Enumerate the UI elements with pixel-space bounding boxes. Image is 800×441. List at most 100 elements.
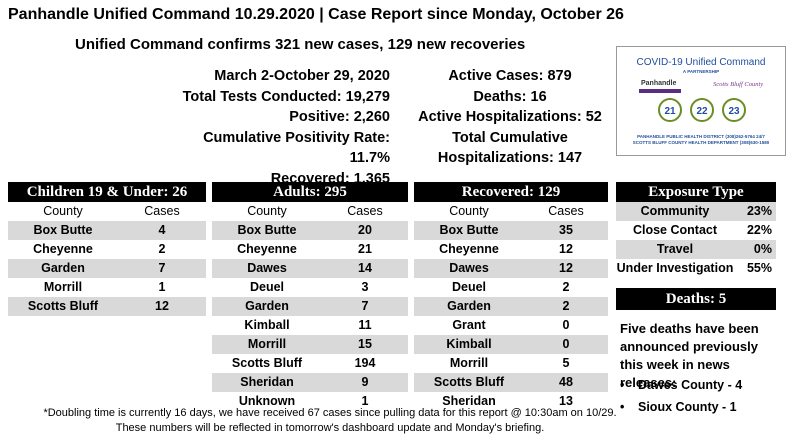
col-county: County	[449, 204, 489, 218]
exposure-type-cell: Close Contact	[632, 223, 718, 237]
cases-cell: 12	[559, 261, 573, 275]
county-cell: Box Butte	[439, 223, 499, 237]
county-cell: Kimball	[244, 318, 290, 332]
table-row: Sheridan 13	[414, 392, 608, 411]
cases-cell: 2	[158, 242, 166, 256]
table-row: Scotts Bluff 194	[212, 354, 408, 373]
table-row: Garden 7	[212, 297, 408, 316]
exposure-pct-cell: 0%	[753, 242, 772, 256]
table-row: Morrill 15	[212, 335, 408, 354]
county-cell: Garden	[245, 299, 289, 313]
county-cell: Garden	[41, 261, 85, 275]
table-row: Box Butte 20	[212, 221, 408, 240]
stat-deaths: Deaths: 16	[473, 88, 547, 105]
adults-column-headers: County Cases	[212, 202, 408, 221]
adults-table: Adults: 295 County Cases Box Butte 20 Che…	[212, 182, 408, 411]
cases-cell: 14	[358, 261, 372, 275]
logo-bar	[639, 89, 681, 93]
county-cell: Grant	[452, 318, 486, 332]
death-item-label: Sioux County - 1	[638, 400, 737, 414]
recovered-table: Recovered: 129 County Cases Box Butte 35 …	[414, 182, 608, 411]
stat-active-hospitalizations: Active Hospitalizations: 52	[418, 109, 602, 125]
exposure-type-cell: Under Investigation	[616, 261, 734, 275]
list-item: • Dawes County - 4	[620, 374, 790, 396]
logo-number-2: 22	[696, 106, 708, 117]
logo-number-1: 21	[664, 106, 676, 117]
deaths-description: Five deaths have been announced previous…	[620, 321, 759, 390]
exposure-pct-cell: 23%	[746, 204, 772, 218]
stat-total-tests: Total Tests Conducted: 19,279	[182, 88, 390, 105]
county-cell: Box Butte	[237, 223, 297, 237]
summary-stats-right: Active Cases: 879 Deaths: 16 Active Hosp…	[405, 66, 615, 169]
cases-cell: 9	[361, 375, 369, 389]
table-row: Box Butte 35	[414, 221, 608, 240]
exposure-pct-cell: 55%	[746, 261, 772, 275]
county-cell: Sheridan	[240, 375, 294, 389]
report-title: Panhandle Unified Command 10.29.2020 | C…	[8, 6, 624, 23]
children-heading: Children 19 & Under: 26	[8, 182, 206, 202]
table-row: Morrill 1	[8, 278, 206, 297]
logo-footer-line-2: SCOTTS BLUFF COUNTY HEALTH DEPARTMENT (3…	[632, 140, 770, 145]
stat-positive: Positive: 2,260	[289, 109, 390, 125]
stat-active-cases: Active Cases: 879	[448, 68, 572, 84]
exposure-type-cell: Travel	[656, 242, 694, 256]
county-cell: Dawes	[449, 261, 489, 275]
recovered-column-headers: County Cases	[414, 202, 608, 221]
cases-cell: 20	[358, 223, 372, 237]
county-cell: Scotts Bluff	[433, 375, 505, 389]
cases-cell: 12	[155, 299, 169, 313]
cases-cell: 0	[562, 337, 570, 351]
county-cell: Garden	[447, 299, 491, 313]
cases-cell: 1	[158, 280, 166, 294]
county-cell: Scotts Bluff	[231, 356, 303, 370]
table-row: Garden 7	[8, 259, 206, 278]
table-row: Box Butte 4	[8, 221, 206, 240]
table-row: Sheridan 9	[212, 373, 408, 392]
table-row: Kimball 0	[414, 335, 608, 354]
cases-cell: 13	[559, 394, 573, 408]
footnote-line-1: *Doubling time is currently 16 days, we …	[43, 407, 617, 419]
county-cell: Unknown	[238, 394, 296, 408]
logo-scotts-bluff: Scotts Bluff County	[713, 81, 764, 88]
list-item: • Sioux County - 1	[620, 396, 790, 418]
table-row: Dawes 14	[212, 259, 408, 278]
col-county: County	[43, 204, 83, 218]
table-row: Cheyenne 12	[414, 240, 608, 259]
summary-stats-left: March 2-October 29, 2020 Total Tests Con…	[160, 66, 390, 189]
logo-title: COVID-19 Unified Command	[636, 57, 766, 68]
cases-cell: 3	[361, 280, 369, 294]
children-column-headers: County Cases	[8, 202, 206, 221]
cases-cell: 1	[361, 394, 369, 408]
stat-hospitalizations: Hospitalizations: 147	[437, 150, 583, 166]
stat-date-range: March 2-October 29, 2020	[214, 68, 390, 84]
stat-total-cumulative: Total Cumulative	[452, 129, 568, 146]
county-cell: Kimball	[446, 337, 492, 351]
bullet-icon: •	[620, 400, 625, 414]
cases-cell: 11	[358, 318, 372, 332]
cases-cell: 21	[358, 242, 372, 256]
county-cell: Box Butte	[33, 223, 93, 237]
report-subtitle: Unified Command confirms 321 new cases, …	[75, 36, 526, 53]
deaths-list: • Dawes County - 4 • Sioux County - 1	[620, 374, 790, 418]
cases-cell: 7	[361, 299, 369, 313]
cases-cell: 2	[562, 280, 570, 294]
logo-number-3: 23	[728, 106, 740, 117]
table-row: Cheyenne 2	[8, 240, 206, 259]
exposure-type-cell: Community	[640, 204, 710, 218]
table-row: Under Investigation 55%	[616, 259, 776, 278]
table-row: Dawes 12	[414, 259, 608, 278]
cases-cell: 0	[562, 318, 570, 332]
county-cell: Scotts Bluff	[27, 299, 99, 313]
death-item-label: Dawes County - 4	[638, 378, 743, 392]
logo-number-circles: 21 22 23	[658, 98, 746, 122]
cases-cell: 2	[562, 299, 570, 313]
col-county: County	[247, 204, 287, 218]
county-cell: Dawes	[247, 261, 287, 275]
col-cases: Cases	[548, 204, 584, 218]
county-cell: Cheyenne	[439, 242, 499, 256]
table-row: Grant 0	[414, 316, 608, 335]
logo-footer-line-1: PANHANDLE PUBLIC HEALTH DISTRICT (308)26…	[637, 134, 765, 139]
footnote: *Doubling time is currently 16 days, we …	[30, 406, 630, 436]
cases-cell: 7	[158, 261, 166, 275]
county-cell: Morrill	[449, 356, 489, 370]
